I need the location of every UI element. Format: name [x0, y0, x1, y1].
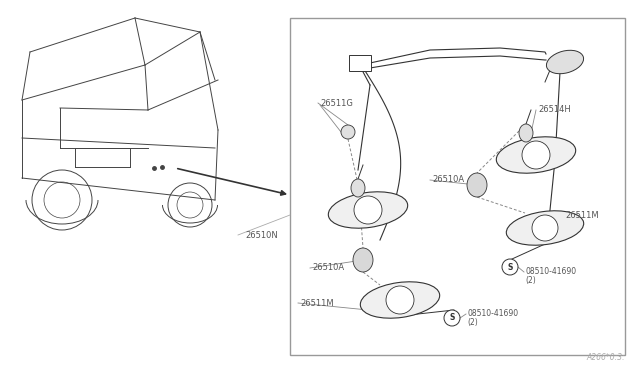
Ellipse shape	[351, 179, 365, 197]
Text: (2): (2)	[525, 276, 536, 285]
Ellipse shape	[506, 211, 584, 245]
Text: 26511M: 26511M	[300, 298, 333, 308]
Circle shape	[386, 286, 414, 314]
Ellipse shape	[467, 173, 487, 197]
Bar	[290, 18, 625, 355]
Circle shape	[522, 141, 550, 169]
Text: S: S	[449, 314, 454, 323]
Circle shape	[444, 310, 460, 326]
Ellipse shape	[328, 192, 408, 228]
Circle shape	[341, 125, 355, 139]
Text: 26510N: 26510N	[245, 231, 278, 240]
Text: 26510A: 26510A	[432, 176, 464, 185]
Text: 26511M: 26511M	[565, 211, 598, 219]
Text: 08510-41690: 08510-41690	[525, 266, 576, 276]
Circle shape	[354, 196, 382, 224]
Ellipse shape	[360, 282, 440, 318]
Ellipse shape	[519, 124, 533, 142]
Ellipse shape	[496, 137, 576, 173]
Text: 26511G: 26511G	[320, 99, 353, 108]
Text: 08510-41690: 08510-41690	[467, 308, 518, 317]
Text: S: S	[508, 263, 513, 272]
Text: 26514H: 26514H	[538, 106, 571, 115]
Circle shape	[502, 259, 518, 275]
Circle shape	[532, 215, 558, 241]
Text: (2): (2)	[467, 317, 477, 327]
Ellipse shape	[353, 248, 373, 272]
Ellipse shape	[547, 50, 584, 74]
FancyBboxPatch shape	[349, 55, 371, 71]
Text: A266*0:3:: A266*0:3:	[586, 353, 625, 362]
Text: 26510A: 26510A	[312, 263, 344, 273]
